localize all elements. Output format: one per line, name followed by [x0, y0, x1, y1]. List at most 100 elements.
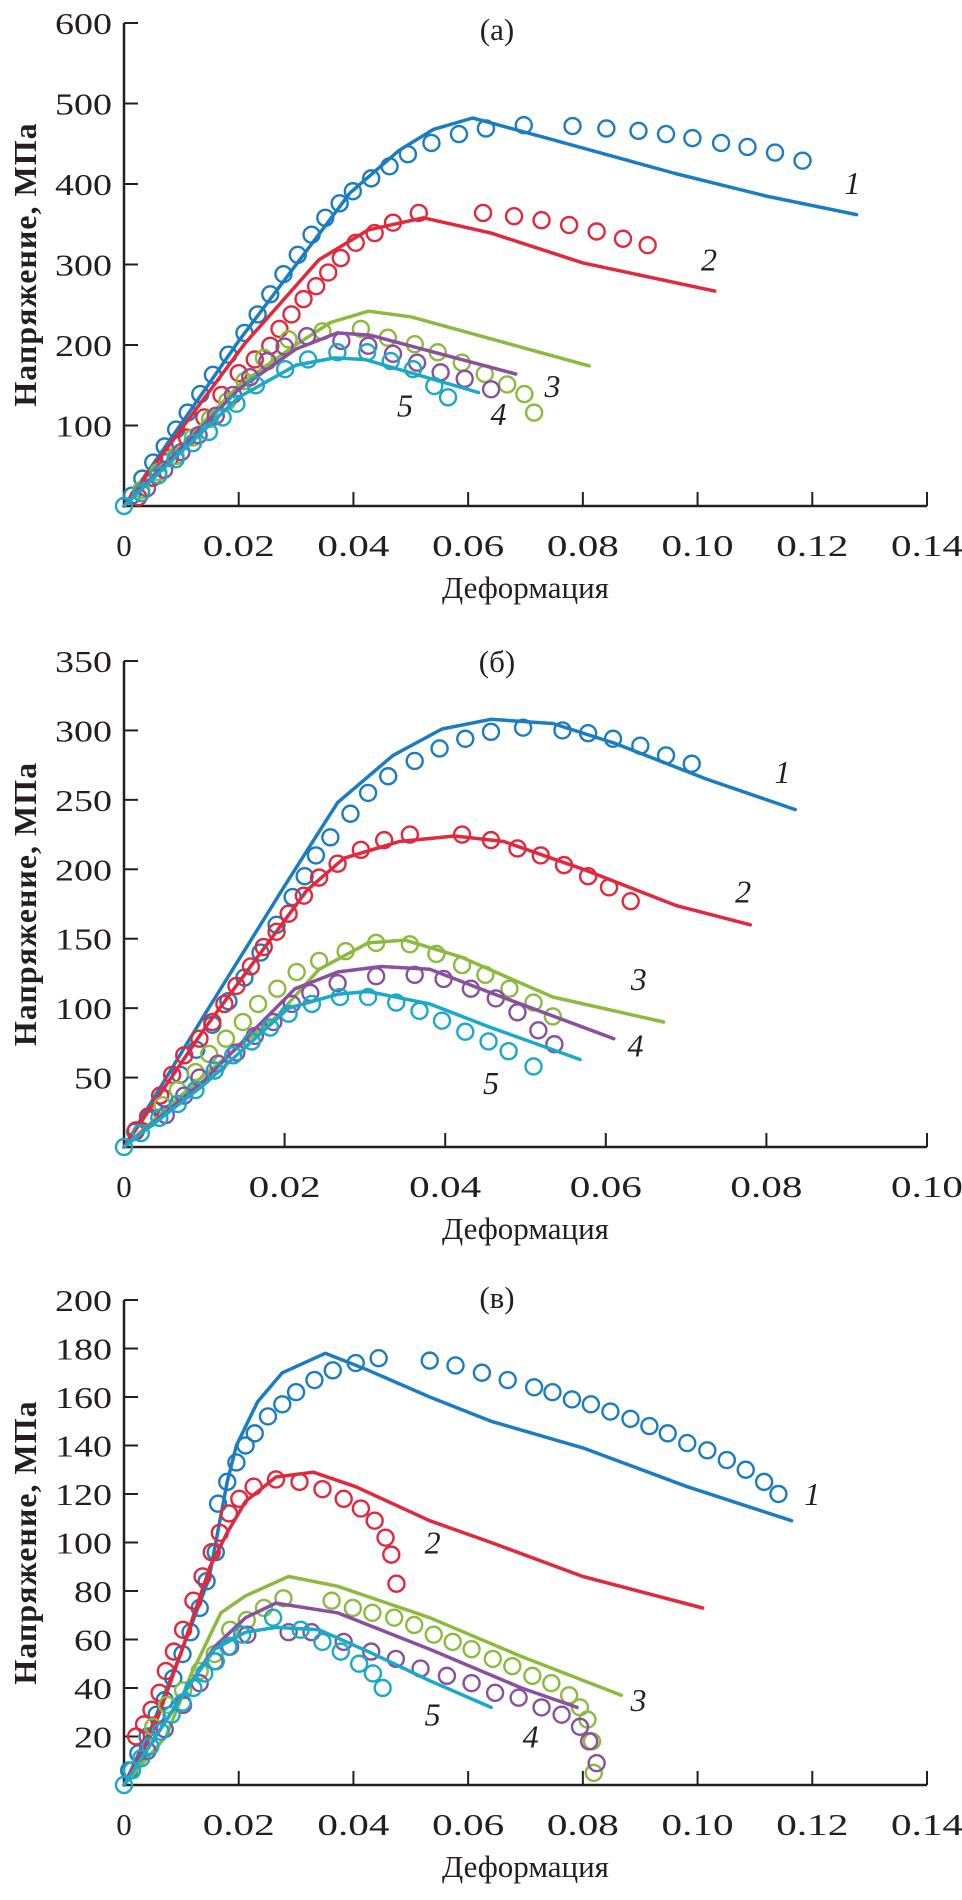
experiment-point	[173, 1693, 192, 1712]
experiment-point	[398, 145, 418, 164]
experiment-point	[114, 1137, 134, 1157]
experiment-point	[291, 1620, 310, 1640]
experiment-point	[302, 1623, 321, 1642]
experiment-point	[452, 955, 472, 975]
x-tick-label: 0.10	[891, 1169, 962, 1204]
experiment-point	[543, 1382, 562, 1402]
series-1: 1	[122, 116, 860, 508]
experiment-point	[524, 1378, 544, 1397]
experiment-point	[241, 957, 261, 976]
experiment-point	[552, 1705, 571, 1724]
experiment-point	[656, 124, 676, 144]
experiment-point	[219, 1637, 238, 1656]
experiment-point	[295, 867, 314, 886]
experiment-point	[206, 406, 225, 426]
experiment-point	[531, 846, 550, 865]
experiment-point	[151, 1722, 170, 1741]
y-tick-label: 300	[55, 713, 112, 748]
panel-2: 0 0.02 0.04 0.06 0.08 0.105010015020025030035…	[7, 644, 962, 1246]
experiment-point	[405, 751, 424, 771]
experiment-point	[553, 721, 572, 740]
experiment-point	[754, 1472, 774, 1492]
experiment-point	[219, 1504, 239, 1523]
experiment-point	[313, 1479, 332, 1499]
curve-label-4: 4	[628, 1028, 644, 1064]
experiment-point	[203, 1012, 222, 1032]
experiment-point	[328, 973, 347, 993]
x-tick-label: 0.10	[662, 1807, 734, 1842]
curve-label-1: 1	[844, 165, 860, 201]
experiment-point	[424, 1625, 443, 1644]
experiment-point	[294, 886, 314, 905]
experiment-point	[410, 1001, 429, 1021]
y-tick-label: 200	[55, 328, 112, 363]
y-tick-label: 60	[74, 1623, 112, 1658]
experiment-point	[500, 979, 519, 998]
experiment-point	[504, 206, 524, 226]
experiment-point	[383, 213, 403, 232]
experiment-point	[246, 376, 266, 395]
y-tick-label: 400	[55, 167, 112, 202]
experiment-point	[224, 1046, 243, 1065]
experiment-point	[232, 1625, 252, 1644]
series-5: 5	[114, 343, 481, 516]
experiment-point	[302, 225, 321, 244]
experiment-point	[282, 305, 301, 324]
x-tick-label: 0.04	[409, 1169, 482, 1204]
experiment-point	[183, 434, 203, 453]
experiment-point	[137, 479, 157, 498]
experiment-point	[382, 1545, 401, 1564]
experiment-point	[351, 840, 371, 860]
experiment-point	[227, 394, 246, 413]
experiment-point	[351, 319, 371, 339]
experiment-point	[579, 1732, 599, 1751]
series-1: 1	[122, 717, 798, 1149]
experiment-point	[374, 830, 394, 850]
experiment-point	[587, 1753, 606, 1773]
curve-label-5: 5	[483, 1065, 499, 1101]
experiment-point	[738, 137, 757, 157]
experiment-point	[346, 1353, 365, 1373]
y-tick-label: 200	[55, 852, 112, 887]
y-tick-label: 100	[55, 1526, 112, 1561]
experiment-point	[184, 1678, 203, 1698]
experiment-point	[206, 1652, 225, 1671]
series-5: 5	[114, 987, 582, 1157]
experiment-point	[330, 194, 349, 213]
experiment-point	[476, 119, 496, 138]
experiment-point	[456, 729, 475, 748]
experiment-point	[193, 1567, 212, 1586]
model-curve-5	[122, 1625, 493, 1787]
y-axis-title: Напряжение, МПа	[7, 122, 43, 406]
experiment-point	[173, 1681, 193, 1700]
experiment-point	[403, 359, 423, 379]
panel-title: (a)	[480, 12, 514, 47]
experiment-point	[449, 124, 469, 144]
model-curve-1	[122, 1351, 794, 1787]
experiment-point	[150, 1086, 170, 1105]
experiment-point	[524, 1057, 543, 1076]
experiment-point	[425, 376, 444, 396]
experiment-point	[559, 215, 579, 235]
x-axis-title: Деформация	[442, 1849, 609, 1884]
experiment-point	[274, 1589, 293, 1608]
experiment-point	[387, 1574, 406, 1593]
experiment-point	[245, 350, 264, 369]
experiment-point	[349, 1654, 369, 1673]
experiment-point	[420, 1351, 439, 1370]
experiment-point	[366, 967, 386, 986]
y-tick-label: 120	[55, 1477, 112, 1512]
experiment-point	[427, 944, 446, 964]
experiment-point	[473, 203, 493, 223]
x-tick-label: 0.02	[249, 1169, 321, 1204]
experiment-point	[316, 208, 335, 228]
y-tick-label: 100	[55, 991, 112, 1026]
experiment-point	[438, 388, 458, 407]
panel-title: (б)	[479, 644, 515, 679]
panel-3: 0 0.02 0.04 0.06 0.08 0.10 0.12 0.14 20 40 60 80 100…	[7, 1280, 962, 1884]
x-tick-label: 0.02	[203, 1807, 275, 1842]
experiment-point	[698, 1441, 717, 1460]
experiment-point	[366, 933, 386, 953]
experiment-point	[769, 1484, 788, 1504]
